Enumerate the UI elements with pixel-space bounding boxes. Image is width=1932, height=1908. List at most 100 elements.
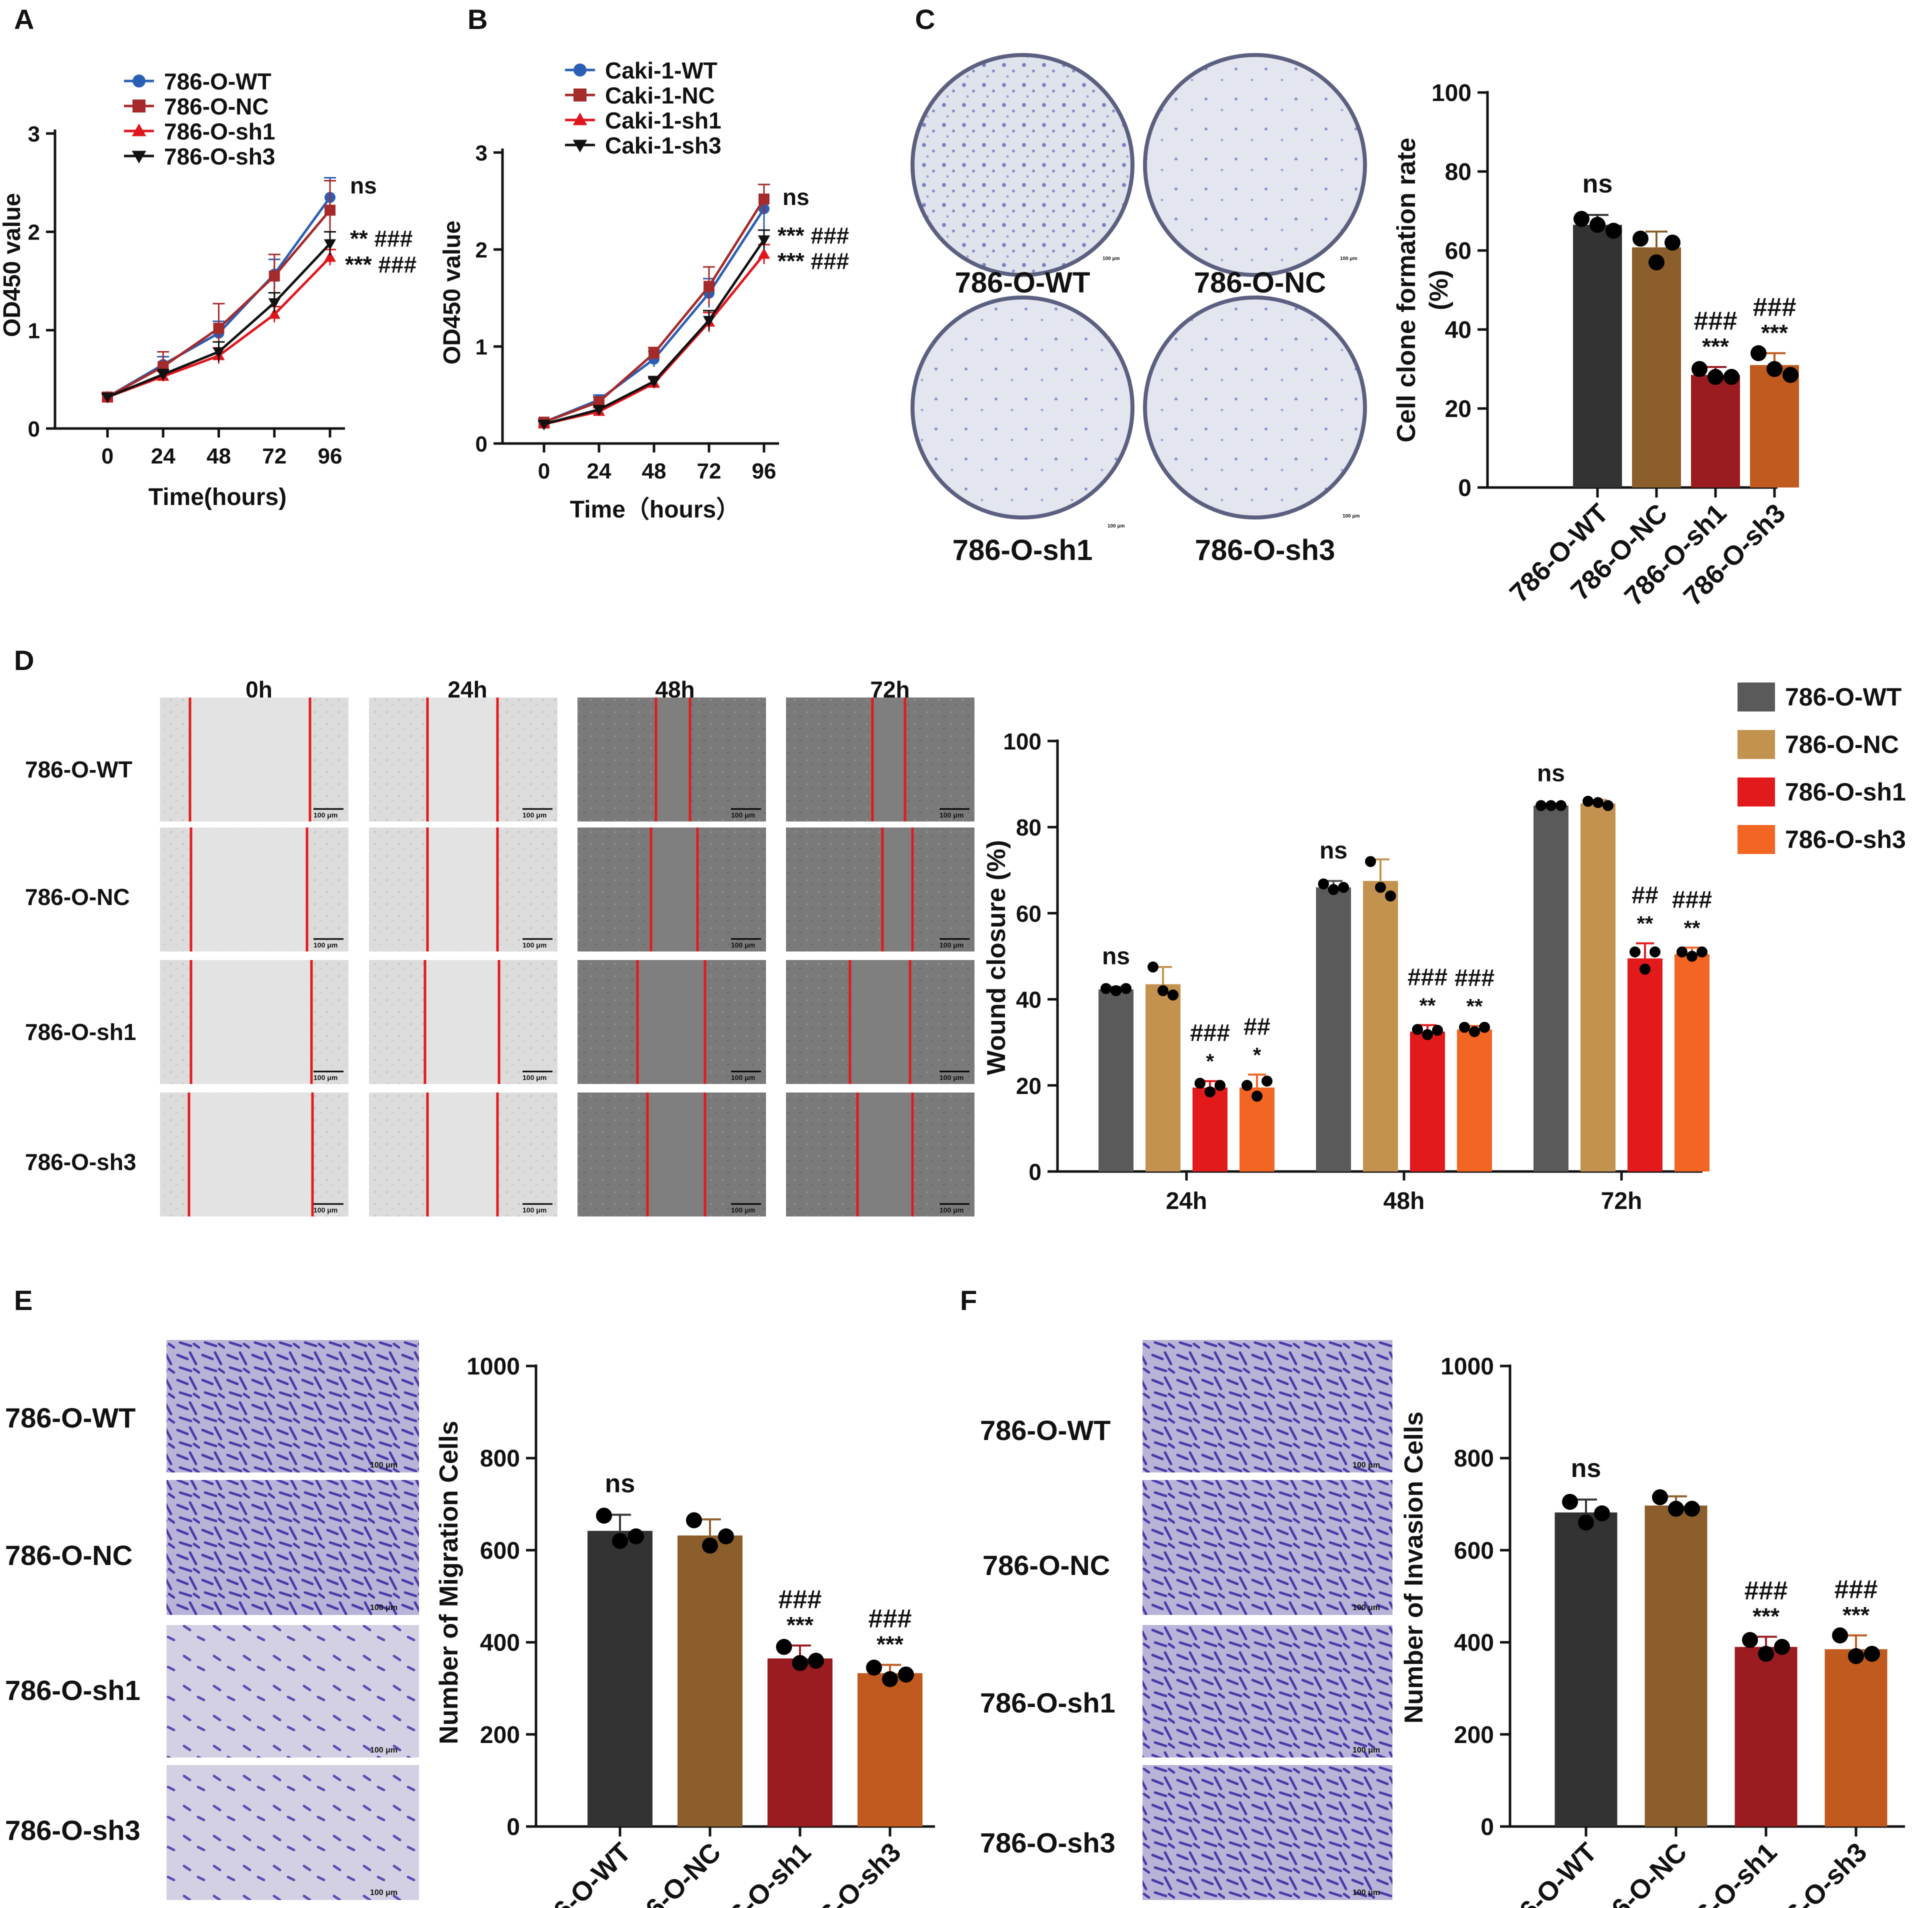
replicate-point <box>1766 361 1782 377</box>
replicate-point <box>1242 1080 1252 1091</box>
panel-label-f: F <box>960 1284 977 1316</box>
invasion-scalebar-sh3: 100 μm <box>1352 1888 1380 1897</box>
replicate-point <box>1148 962 1158 973</box>
legend-label: Caki-1-sh1 <box>605 108 722 134</box>
y-tick-label: 600 <box>480 1538 520 1564</box>
significance-mark: ns <box>1537 760 1565 787</box>
panel-label-d: D <box>14 644 34 676</box>
x-tick-label: 24 <box>587 459 612 484</box>
panel-label-a: A <box>14 4 34 35</box>
panel-b-chart: OD450 value Time（hours） Caki-1-WTCaki-1-… <box>439 58 849 523</box>
replicate-point <box>1375 882 1386 893</box>
bar-786-O-sh3-48h <box>1457 1029 1492 1172</box>
colony-label-wt: 786-O-WT <box>955 266 1090 299</box>
replicate-point <box>718 1528 734 1544</box>
replicate-point <box>1832 1627 1848 1644</box>
y-tick-label: 200 <box>1454 1722 1494 1748</box>
invasion-image-wt <box>1142 1340 1392 1472</box>
replicate-point <box>1652 1489 1668 1506</box>
bar-786-O-sh3 <box>1824 1649 1888 1826</box>
x-tick-label: 96 <box>318 444 342 468</box>
replicate-point <box>1338 882 1349 893</box>
replicate-point <box>1692 361 1708 377</box>
replicate-point <box>1582 796 1594 807</box>
colony-scalebar-sh1: 100 μm <box>1108 524 1125 529</box>
replicate-point <box>1556 800 1566 812</box>
x-tick-label: 48h <box>1384 1188 1425 1214</box>
y-tick-label: 3 <box>476 141 488 166</box>
significance-mark: ### <box>1753 292 1796 322</box>
significance-mark: ns <box>1320 838 1348 864</box>
significance-mark: ## <box>1244 1014 1270 1040</box>
scale-bar-label: 100 μm <box>731 1074 755 1082</box>
wound-row-nc: 786-O-NC <box>25 884 130 910</box>
scale-bar-label: 100 μm <box>522 811 546 819</box>
bar-786-O-WT-48h <box>1316 887 1351 1172</box>
colony-dish-wt <box>910 53 1134 277</box>
data-point-786-O-sh1 <box>268 308 280 319</box>
significance-star: ** <box>1637 912 1654 936</box>
wound-image <box>786 828 974 952</box>
significance-star: ** <box>1420 994 1436 1017</box>
replicate-point <box>1262 1076 1272 1087</box>
wound-gap <box>428 1092 498 1216</box>
replicate-point <box>1664 234 1680 251</box>
y-tick-label: 1000 <box>466 1354 520 1380</box>
legend-label: 786-O-WT <box>1785 683 1902 711</box>
legend-marker <box>132 100 146 112</box>
migration-scalebar-wt: 100 μm <box>370 1461 398 1470</box>
replicate-point <box>882 1671 898 1688</box>
panel-d-chart: Wound closure (%) 786-O-WT786-O-NC786-O-… <box>982 682 1906 1214</box>
bar-786-O-WT <box>588 1530 652 1826</box>
panel-f-chart: Number of Invasion Cells 0 200 400 600 800 10… <box>1400 1354 1905 1908</box>
replicate-point <box>1848 1648 1864 1664</box>
legend-swatch <box>1738 778 1775 806</box>
x-tick-label: 786-O-WT <box>1492 1837 1603 1908</box>
y-tick-label: 400 <box>480 1630 520 1656</box>
invasion-label-sh1: 786-O-sh1 <box>980 1687 1116 1718</box>
y-tick-label: 80 <box>1016 814 1042 840</box>
replicate-point <box>1214 1080 1226 1091</box>
legend-label: 786-O-sh1 <box>1785 778 1906 806</box>
significance-mark: ns <box>1582 170 1613 198</box>
legend-label: 786-O-sh3 <box>164 144 275 170</box>
legend-label: Caki-1-NC <box>605 82 715 108</box>
wound-gap <box>648 1092 705 1216</box>
panel-e-chart: Number of Migration Cells 0 200 400 600 800 1… <box>434 1354 935 1908</box>
x-tick-label: 786-O-NC <box>618 1837 726 1908</box>
significance-star: ** <box>1684 916 1700 940</box>
legend-label: 786-O-NC <box>164 94 269 120</box>
x-tick-label: 786-O-sh3 <box>793 1837 906 1908</box>
replicate-point <box>612 1532 628 1549</box>
panel-label-c: C <box>915 4 935 35</box>
significance-star: *** <box>786 1612 814 1638</box>
scale-bar-label: 100 μm <box>522 1074 546 1082</box>
scale-bar-label: 100 μm <box>314 1206 338 1214</box>
significance-mark: ### <box>1834 1575 1878 1604</box>
data-point-Caki-1-sh3 <box>758 235 770 246</box>
y-tick-label: 0 <box>506 1814 520 1840</box>
scale-bar-label: 100 μm <box>940 1206 964 1214</box>
wound-gap <box>428 698 498 822</box>
data-point-786-O-sh3 <box>212 347 225 358</box>
significance-mark: ## <box>1632 882 1658 909</box>
legend-marker <box>574 64 586 76</box>
y-tick-label: 1000 <box>1440 1354 1494 1380</box>
replicate-point <box>1385 890 1396 902</box>
replicate-point <box>1479 1022 1490 1033</box>
panel-e-y-axis-label: Number of Migration Cells <box>434 1420 464 1744</box>
replicate-point <box>596 1508 612 1524</box>
significance-mark: ns <box>605 1469 636 1498</box>
bar-786-O-WT-24h <box>1098 989 1134 1172</box>
legend-marker <box>132 150 146 164</box>
data-point-Caki-1-NC <box>648 348 660 359</box>
legend-label: 786-O-sh1 <box>164 118 275 144</box>
panel-d-wound-images: 0h 24h 48h 72h 786-O-WT 786-O-NC 786-O-s… <box>25 676 974 1216</box>
colony-dish-sh1 <box>910 296 1134 520</box>
x-tick-label: 72h <box>1601 1188 1642 1214</box>
legend-label: 786-O-sh3 <box>1785 826 1906 854</box>
colony-dish-sh3 <box>1143 296 1367 520</box>
panel-a-annot-sh3: ** ### <box>350 226 412 252</box>
